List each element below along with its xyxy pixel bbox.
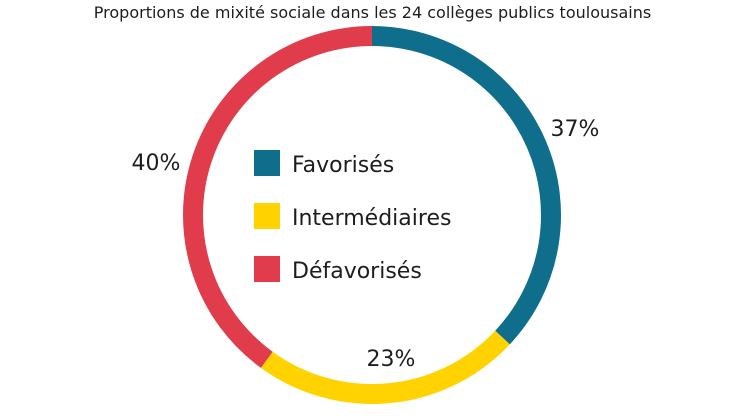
legend-swatch-1 [254,203,280,229]
slice-intermediaires [260,330,510,404]
legend-label-2: Défavorisés [292,259,422,284]
data-label-1: 23% [367,347,416,372]
data-label-0: 37% [551,117,600,142]
data-label-2: 40% [132,151,181,176]
legend-swatch-0 [254,150,280,176]
legend-label-1: Intermédiaires [292,206,451,231]
chart-title: Proportions de mixité sociale dans les 2… [93,3,652,22]
slice-favorises [371,26,561,345]
legend-label-0: Favorisés [292,153,394,178]
legend-swatch-2 [254,256,280,282]
slice-defavorises [183,26,373,368]
